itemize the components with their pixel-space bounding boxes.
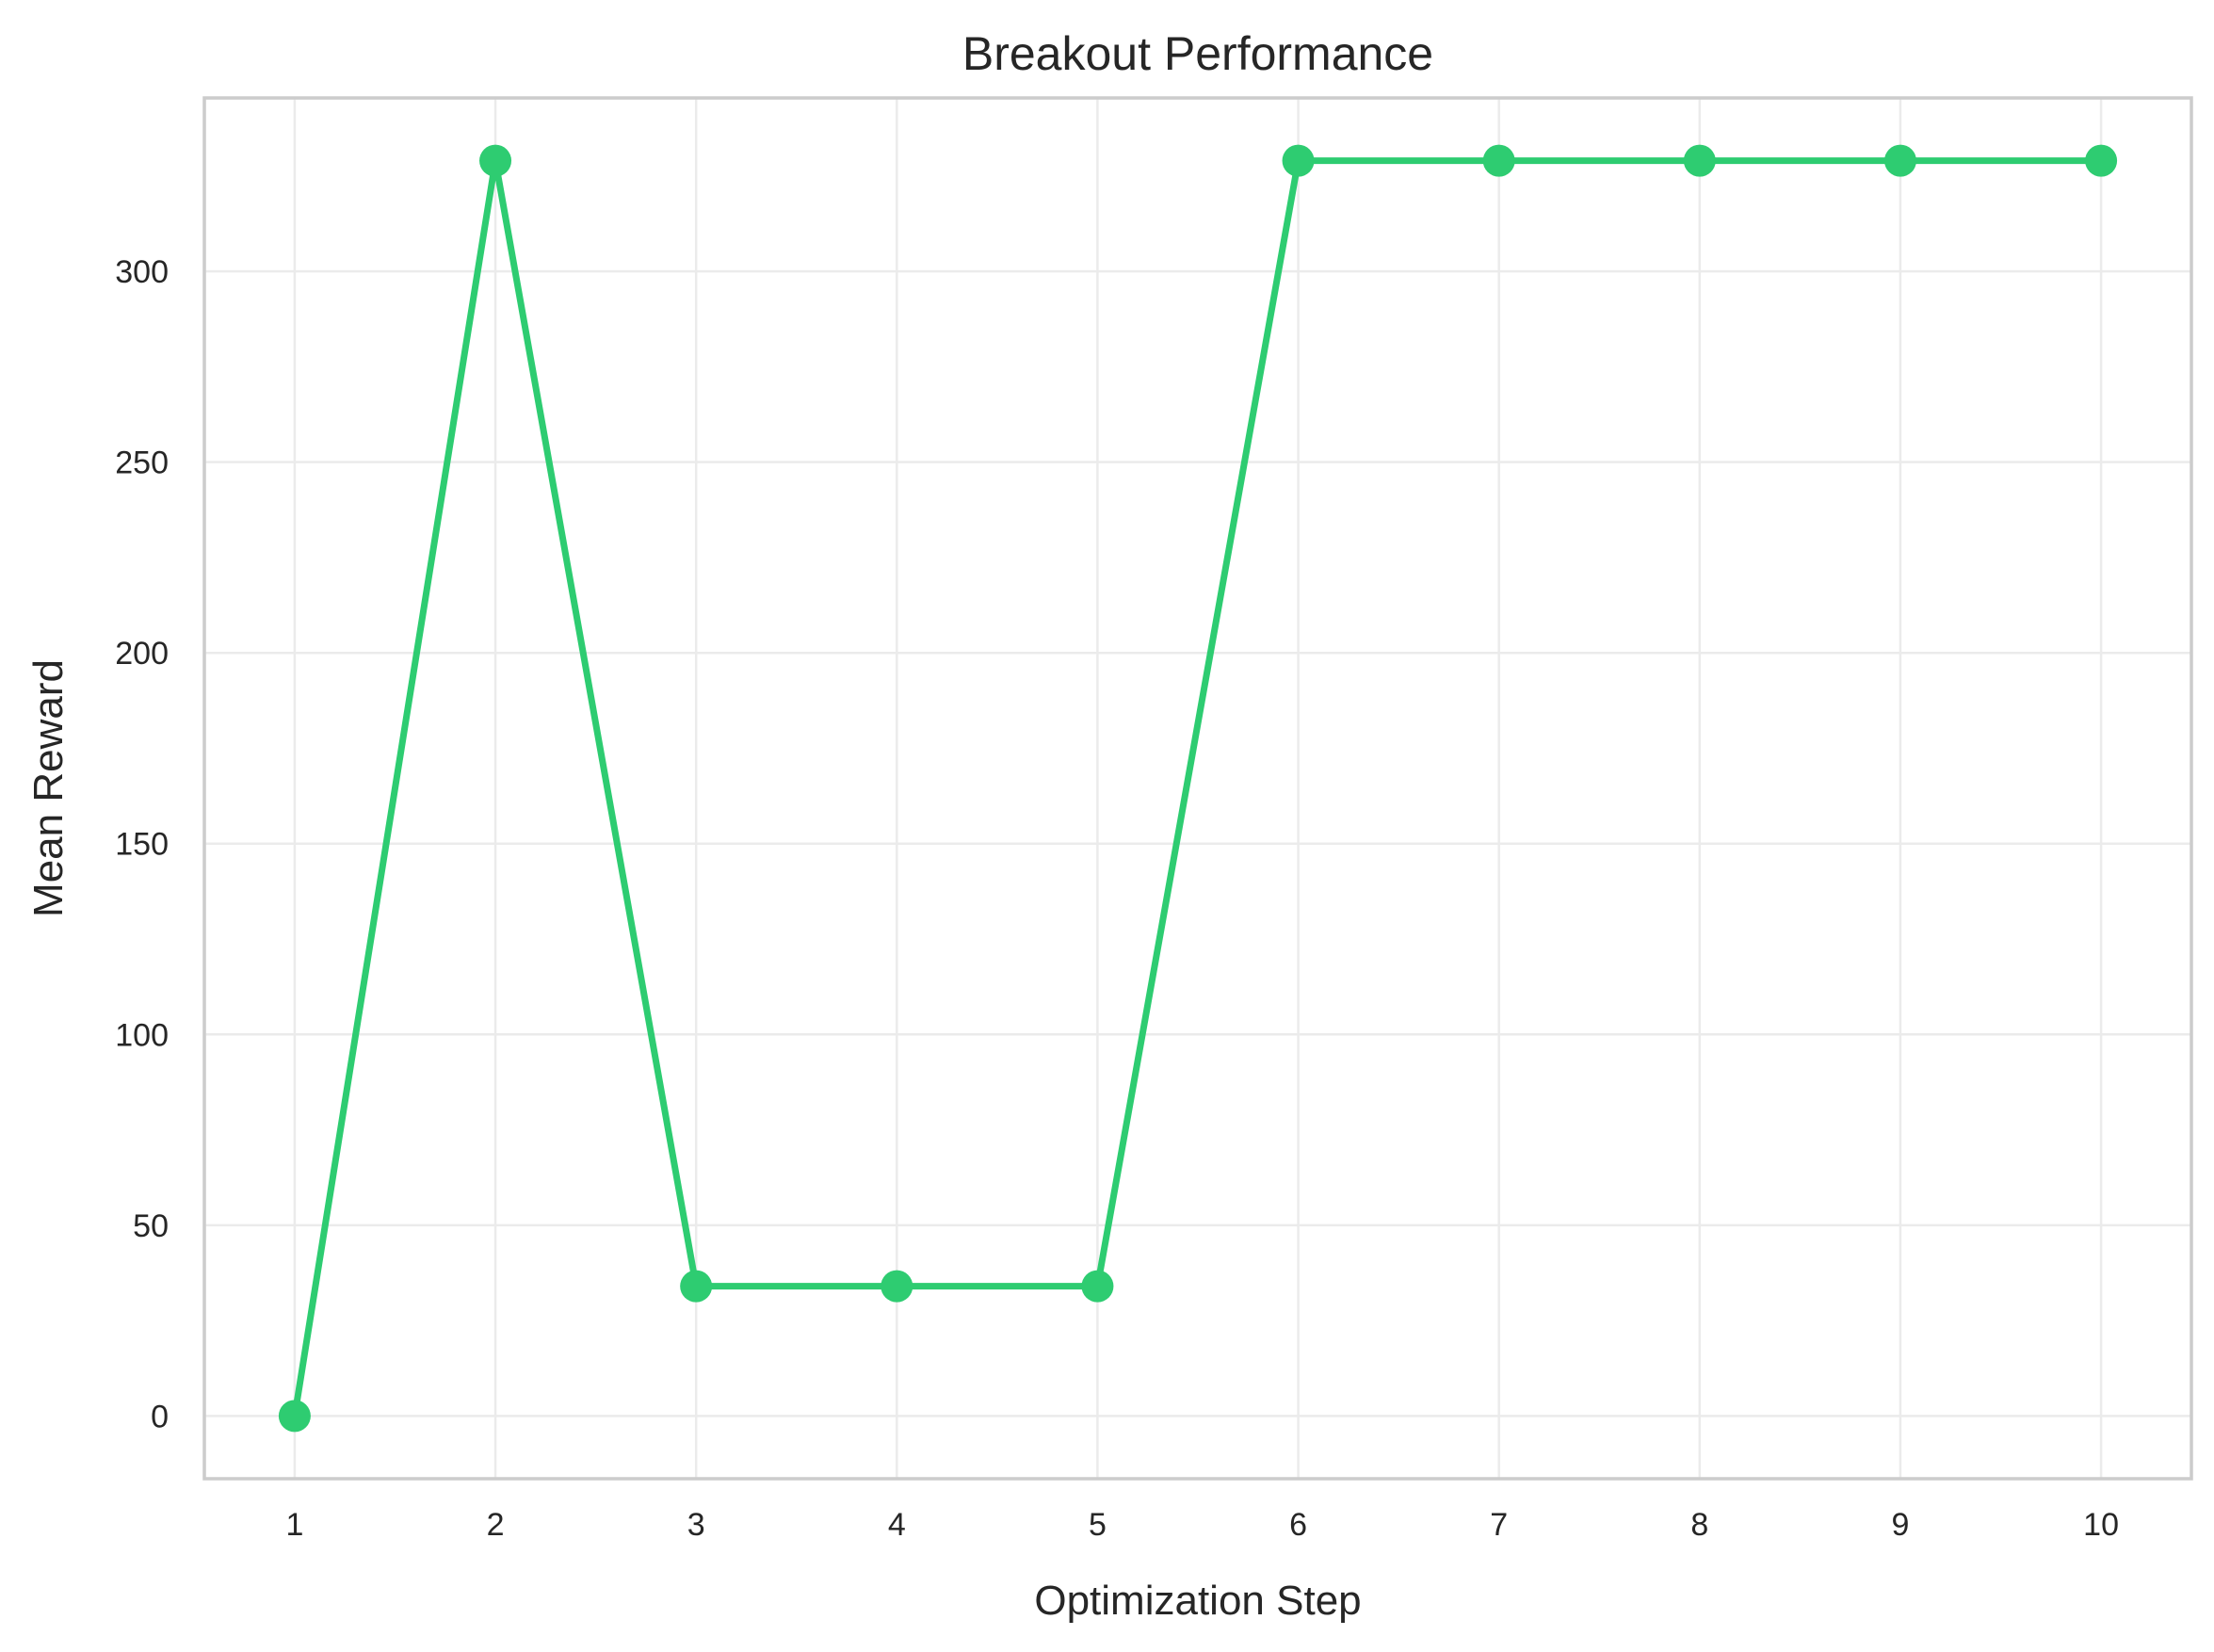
data-point <box>1282 144 1315 177</box>
series-line <box>291 157 2105 1419</box>
x-tick-label: 8 <box>1690 1507 1708 1543</box>
y-tick-label: 250 <box>115 445 169 481</box>
x-tick-label: 1 <box>285 1507 303 1543</box>
data-point <box>1081 1270 1114 1303</box>
x-tick-label: 5 <box>1089 1507 1107 1543</box>
x-tick-label: 4 <box>888 1507 906 1543</box>
y-tick-label: 0 <box>151 1399 169 1434</box>
x-tick-label: 9 <box>1891 1507 1909 1543</box>
x-tick-label: 10 <box>2083 1507 2119 1543</box>
y-tick-label: 300 <box>115 254 169 290</box>
y-tick-label: 100 <box>115 1017 169 1053</box>
series-layer <box>278 144 2118 1433</box>
x-axis-label: Optimization Step <box>1034 1578 1361 1624</box>
data-point <box>1883 144 1916 177</box>
data-point <box>1683 144 1716 177</box>
plot-frame <box>202 96 2193 1481</box>
y-tick-label: 200 <box>115 636 169 672</box>
x-tick-label: 2 <box>487 1507 505 1543</box>
data-point <box>680 1270 713 1303</box>
data-point <box>1482 144 1515 177</box>
y-tick-label: 50 <box>133 1208 169 1244</box>
x-tick-label: 7 <box>1490 1507 1508 1543</box>
data-point <box>2085 144 2118 177</box>
data-point <box>278 1400 311 1433</box>
y-tick-label: 150 <box>115 827 169 863</box>
grid-layer <box>204 98 2191 1479</box>
y-axis-label: Mean Reward <box>25 659 72 917</box>
x-tick-label: 6 <box>1289 1507 1307 1543</box>
chart-title: Breakout Performance <box>962 27 1433 80</box>
data-point <box>881 1270 913 1303</box>
x-tick-label: 3 <box>687 1507 705 1543</box>
data-point <box>479 144 512 177</box>
